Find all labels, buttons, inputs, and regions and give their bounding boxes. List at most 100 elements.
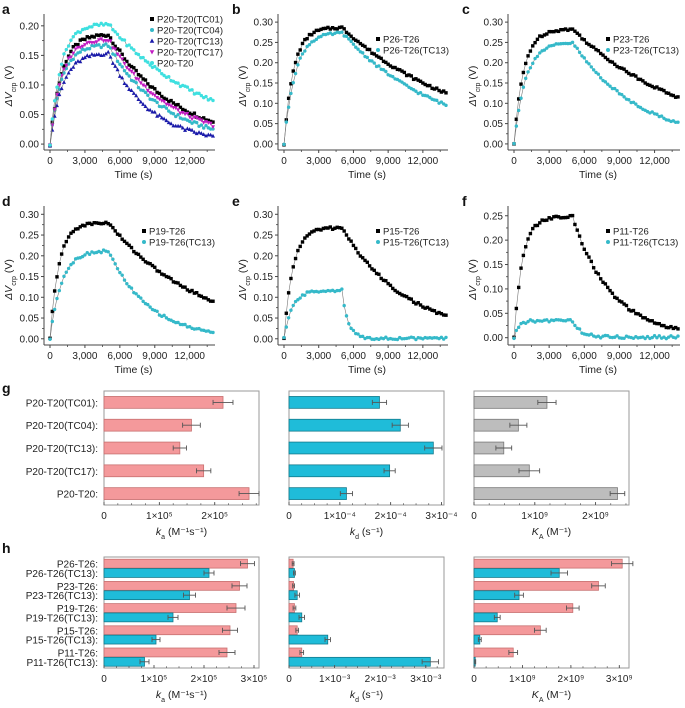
data-point xyxy=(99,37,104,42)
data-point xyxy=(652,321,657,325)
bar xyxy=(103,647,228,658)
x-tick-label: 12,000 xyxy=(174,156,205,167)
data-point xyxy=(289,276,293,281)
data-point xyxy=(139,74,143,78)
data-point xyxy=(78,225,82,229)
data-point xyxy=(662,323,666,328)
data-point xyxy=(342,229,346,233)
data-point xyxy=(127,43,131,47)
data-point xyxy=(559,216,563,220)
legend-label: P26-T26 xyxy=(383,35,419,46)
data-point xyxy=(143,260,148,264)
data-point xyxy=(305,36,309,41)
y-tick-label: 0.05 xyxy=(254,314,274,325)
y-axis-label: ΔVcrp (V) xyxy=(467,259,482,301)
category-label: P20-T20(TC13): xyxy=(26,444,98,455)
y-tick-label: 0.20 xyxy=(484,58,504,69)
panel-h: P26-T26:P26-T26(TC13): P23-T26:P23-T26(TC… xyxy=(26,556,634,704)
y-tick-label: 0.00 xyxy=(484,333,504,344)
data-point xyxy=(418,79,423,84)
data-point xyxy=(136,85,141,90)
data-point xyxy=(134,68,138,73)
data-point xyxy=(118,36,122,40)
data-point xyxy=(402,294,407,298)
data-point xyxy=(381,278,386,283)
data-point xyxy=(570,320,575,324)
data-point xyxy=(610,291,615,295)
data-point xyxy=(157,97,162,102)
y-tick-label: 0.10 xyxy=(484,99,504,110)
bar xyxy=(473,487,618,500)
data-point xyxy=(563,215,568,220)
legend-entry: P19-T26 xyxy=(142,227,185,238)
data-point xyxy=(398,68,402,72)
data-point xyxy=(73,53,78,57)
data-point xyxy=(435,98,439,103)
y-tick-label: 0.10 xyxy=(20,293,40,304)
data-point xyxy=(514,124,519,128)
data-point xyxy=(344,314,349,318)
data-point xyxy=(524,245,528,249)
data-point xyxy=(538,34,542,38)
data-point xyxy=(69,49,73,54)
data-point xyxy=(131,91,136,95)
data-point xyxy=(57,92,62,97)
data-point xyxy=(418,303,423,307)
data-point xyxy=(432,87,437,91)
data-point xyxy=(650,84,654,89)
data-point xyxy=(594,70,598,75)
data-point xyxy=(150,263,155,268)
data-point xyxy=(354,38,358,42)
data-point xyxy=(314,28,319,33)
bar xyxy=(103,558,248,569)
x-tick-label: 6,000 xyxy=(107,156,132,167)
data-point xyxy=(358,254,363,258)
data-point xyxy=(201,132,206,137)
data-point xyxy=(94,40,99,45)
data-point xyxy=(173,106,178,111)
data-point xyxy=(657,334,661,338)
legend-label: P20-T20 xyxy=(157,59,193,70)
y-axis-label: ΔVcrp (V) xyxy=(237,259,252,301)
data-point xyxy=(435,86,439,90)
data-point xyxy=(211,125,215,130)
data-point xyxy=(143,84,148,89)
data-point xyxy=(388,64,393,68)
data-point xyxy=(120,273,124,277)
data-point xyxy=(80,44,85,49)
data-point xyxy=(146,82,150,86)
data-point xyxy=(542,218,547,223)
category-label: P20-T20(TC17): xyxy=(26,467,98,478)
data-point xyxy=(97,221,101,226)
data-point xyxy=(580,37,584,41)
legend-label: P19-T26 xyxy=(149,227,185,238)
data-point xyxy=(671,93,676,98)
data-point xyxy=(603,282,608,286)
bar xyxy=(288,418,401,432)
data-point xyxy=(620,300,624,304)
category-label: P11-T26: xyxy=(58,648,98,659)
data-point xyxy=(372,52,376,56)
data-point xyxy=(671,326,676,331)
data-point xyxy=(136,52,141,57)
data-point xyxy=(127,63,131,67)
data-point xyxy=(655,85,659,89)
x-axis-label: KA (M⁻¹) xyxy=(532,689,571,704)
data-point xyxy=(190,112,194,117)
data-point xyxy=(535,37,540,42)
data-point xyxy=(391,65,395,70)
x-axis-label: Time (s) xyxy=(114,364,152,376)
data-point xyxy=(347,32,351,36)
data-point xyxy=(328,225,332,229)
y-tick-label: 0.15 xyxy=(254,272,274,283)
data-point xyxy=(615,64,619,69)
y-tick-label: 0.00 xyxy=(20,334,40,345)
data-point xyxy=(132,66,136,70)
x-tick-label: 0 xyxy=(471,511,477,522)
x-tick-label: 0 xyxy=(286,511,292,522)
data-point xyxy=(365,47,370,52)
data-point xyxy=(587,62,591,66)
data-point xyxy=(85,221,89,226)
x-tick-label: 0 xyxy=(511,156,517,167)
data-point xyxy=(293,299,298,304)
